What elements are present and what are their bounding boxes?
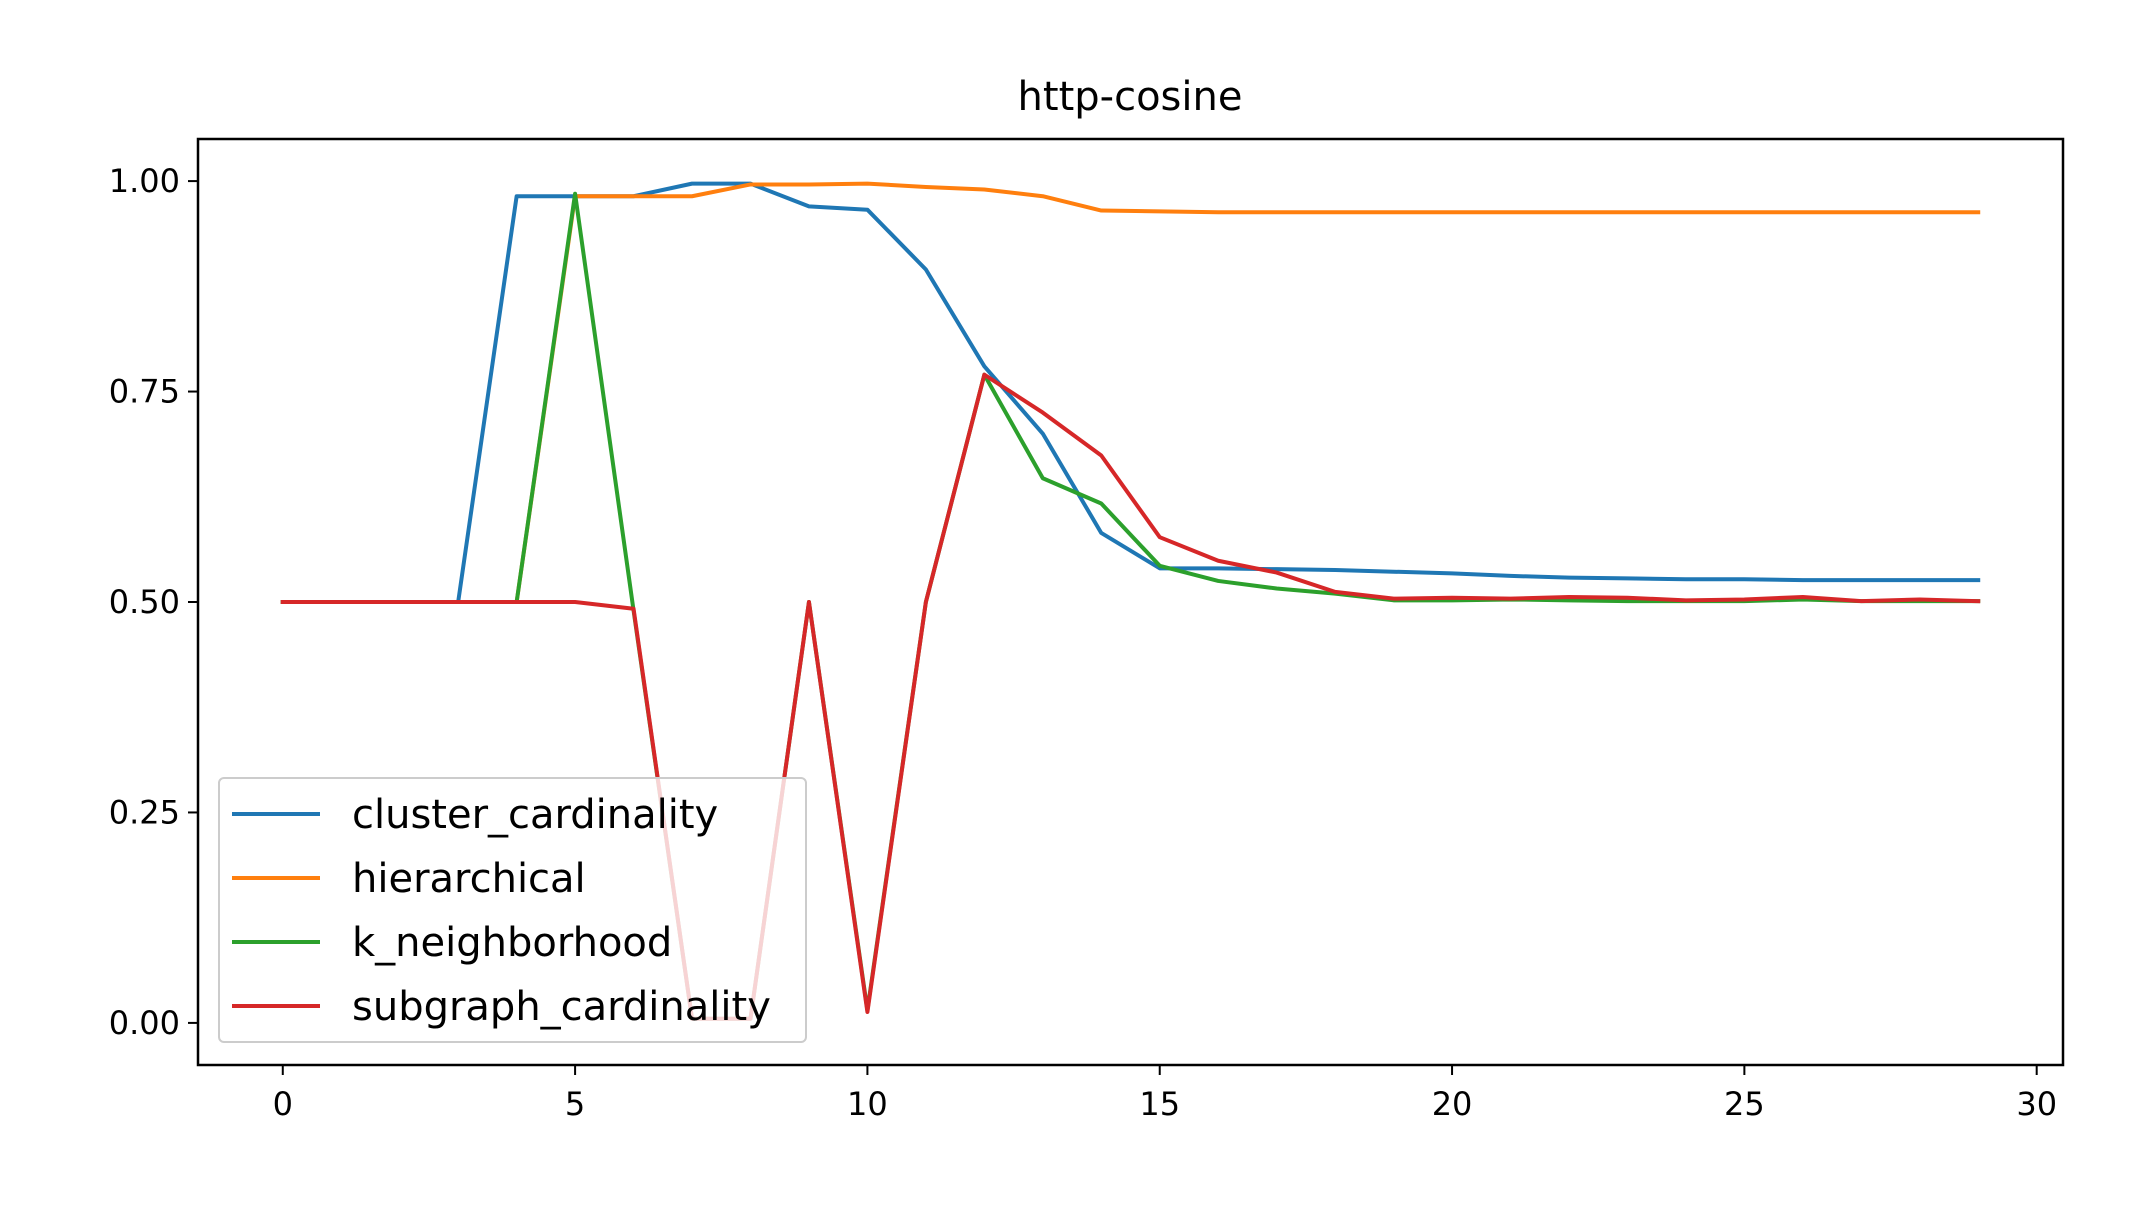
legend-box bbox=[218, 777, 807, 1043]
legend-label-k-neighborhood: k_neighborhood bbox=[352, 920, 672, 966]
y-tick-label: 0.25 bbox=[109, 793, 180, 831]
series-line-subgraph-cardinality bbox=[280, 372, 1981, 1021]
x-tick-label: 30 bbox=[2016, 1085, 2057, 1123]
series-line-cluster-cardinality bbox=[280, 181, 1981, 604]
x-tick-label: 15 bbox=[1139, 1085, 1180, 1123]
chart-title: http-cosine bbox=[1018, 74, 1243, 120]
x-tick-label: 0 bbox=[273, 1085, 293, 1123]
series-group bbox=[280, 181, 1981, 1021]
y-tick-label: 0.00 bbox=[109, 1004, 180, 1042]
y-axis: 0.00 0.25 0.50 0.75 1.00 bbox=[109, 162, 198, 1042]
y-tick-label: 0.75 bbox=[109, 373, 180, 411]
x-tick-label: 10 bbox=[847, 1085, 888, 1123]
y-tick-label: 0.50 bbox=[109, 583, 180, 621]
legend-label-cluster-cardinality: cluster_cardinality bbox=[352, 792, 718, 838]
x-tick-label: 20 bbox=[1432, 1085, 1473, 1123]
x-tick-label: 5 bbox=[565, 1085, 585, 1123]
legend-label-subgraph-cardinality: subgraph_cardinality bbox=[352, 984, 771, 1030]
legend-label-hierarchical: hierarchical bbox=[352, 856, 586, 902]
x-tick-label: 25 bbox=[1724, 1085, 1765, 1123]
legend: cluster_cardinality hierarchical k_neighbo… bbox=[218, 777, 807, 1043]
x-axis: 0 5 10 15 20 25 30 bbox=[273, 1065, 2057, 1123]
y-tick-label: 1.00 bbox=[109, 162, 180, 200]
